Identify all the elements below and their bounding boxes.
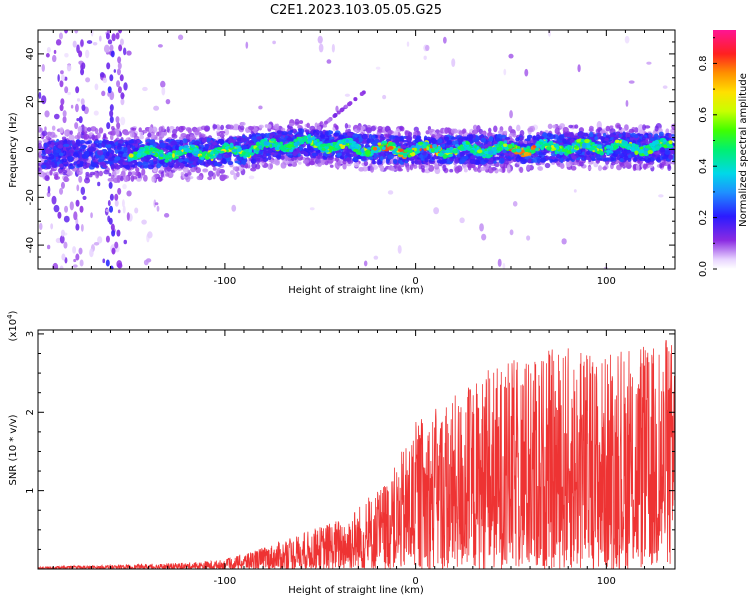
spectrogram-axes: -100 0 100 -40 -20 0 20 40 (25, 30, 675, 287)
spectrogram-ytick-label: 0 (25, 146, 36, 152)
figure-title: C2E1.2023.103.05.05.G25 (270, 3, 442, 18)
snr-xtick-label: 0 (412, 576, 418, 587)
snr-plot: -100 0 100 1 2 3 Height of straight line (km)… (6, 310, 676, 596)
colorbar: 0.0 0.2 0.4 0.6 0.8 Normalized spectral ampl… (698, 30, 749, 277)
spectrogram-xlabel: Height of straight line (km) (288, 285, 424, 296)
snr-xtick-label: -100 (214, 576, 237, 587)
spectrogram-heatmap (38, 30, 675, 269)
spectrogram-xtick-label: -100 (214, 276, 237, 287)
spectrogram-ytick-label: 20 (25, 95, 36, 108)
snr-ytick-label: 1 (25, 487, 36, 493)
snr-y-multiplier: (x104) (6, 310, 19, 341)
spectrogram-ytick-label: 40 (25, 48, 36, 61)
snr-axes: -100 0 100 1 2 3 (25, 330, 675, 587)
snr-ytick-label: 3 (25, 331, 36, 337)
snr-series-line (38, 339, 675, 569)
spectrogram-xtick-label: 100 (597, 276, 616, 287)
spectrogram-ytick-label: -40 (25, 237, 36, 253)
spectrogram-ytick-label: -20 (25, 189, 36, 205)
colorbar-tick-label: 0.4 (698, 158, 709, 174)
colorbar-gradient (713, 30, 736, 269)
colorbar-label: Normalized spectral amplitude (738, 73, 749, 227)
spectrogram-plot: -100 0 100 -40 -20 0 20 40 Height of straight l… (8, 29, 676, 296)
colorbar-tick-label: 0.0 (698, 261, 709, 277)
snr-xlabel: Height of straight line (km) (288, 585, 424, 596)
colorbar-tick-label: 0.6 (698, 107, 709, 123)
colorbar-axes: 0.0 0.2 0.4 0.6 0.8 (698, 37, 717, 277)
colorbar-tick-label: 0.8 (698, 55, 709, 71)
snr-xtick-label: 100 (597, 576, 616, 587)
snr-ytick-label: 2 (25, 409, 36, 415)
snr-ylabel: SNR (10 * v/v) (8, 414, 19, 485)
snr-frame (37, 329, 676, 570)
spectrogram-ylabel: Frequency (Hz) (8, 112, 19, 188)
colorbar-tick-label: 0.2 (698, 210, 709, 226)
spectrogram-xtick-label: 0 (412, 276, 418, 287)
